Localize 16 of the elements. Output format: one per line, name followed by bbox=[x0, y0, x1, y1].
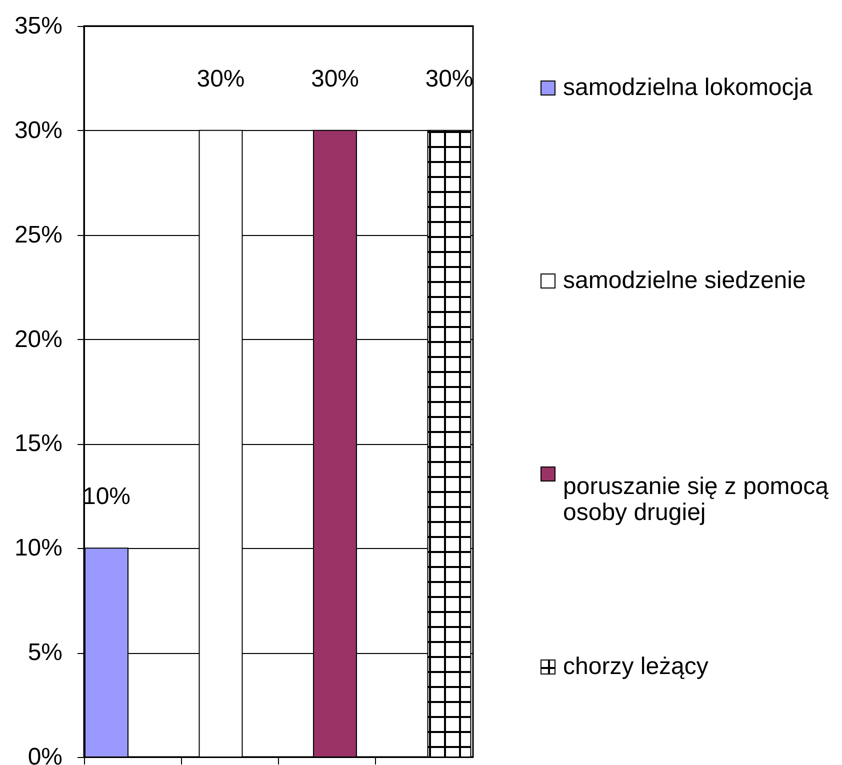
data-label: 30% bbox=[196, 65, 245, 92]
legend-label: samodzielne siedzenie bbox=[563, 267, 806, 294]
y-tick-label: 30% bbox=[14, 116, 62, 144]
y-tick-label: 10% bbox=[14, 534, 62, 562]
legend-label: chorzy leżący bbox=[563, 653, 708, 680]
legend-label: samodzielna lokomocja bbox=[563, 74, 814, 101]
data-label: 30% bbox=[310, 65, 360, 92]
y-tick-label: 20% bbox=[14, 326, 62, 353]
legend-label: poruszanie się z pomocą osoby drugiej bbox=[563, 473, 830, 526]
y-tick-label: 35% bbox=[14, 12, 62, 40]
y-tick-label: 15% bbox=[14, 430, 62, 458]
y-tick-label: 25% bbox=[14, 221, 62, 248]
data-label: 10% bbox=[82, 483, 131, 510]
y-tick-label: 0% bbox=[28, 744, 62, 765]
y-tick-label: 5% bbox=[28, 639, 62, 666]
data-label: 30% bbox=[425, 65, 474, 92]
